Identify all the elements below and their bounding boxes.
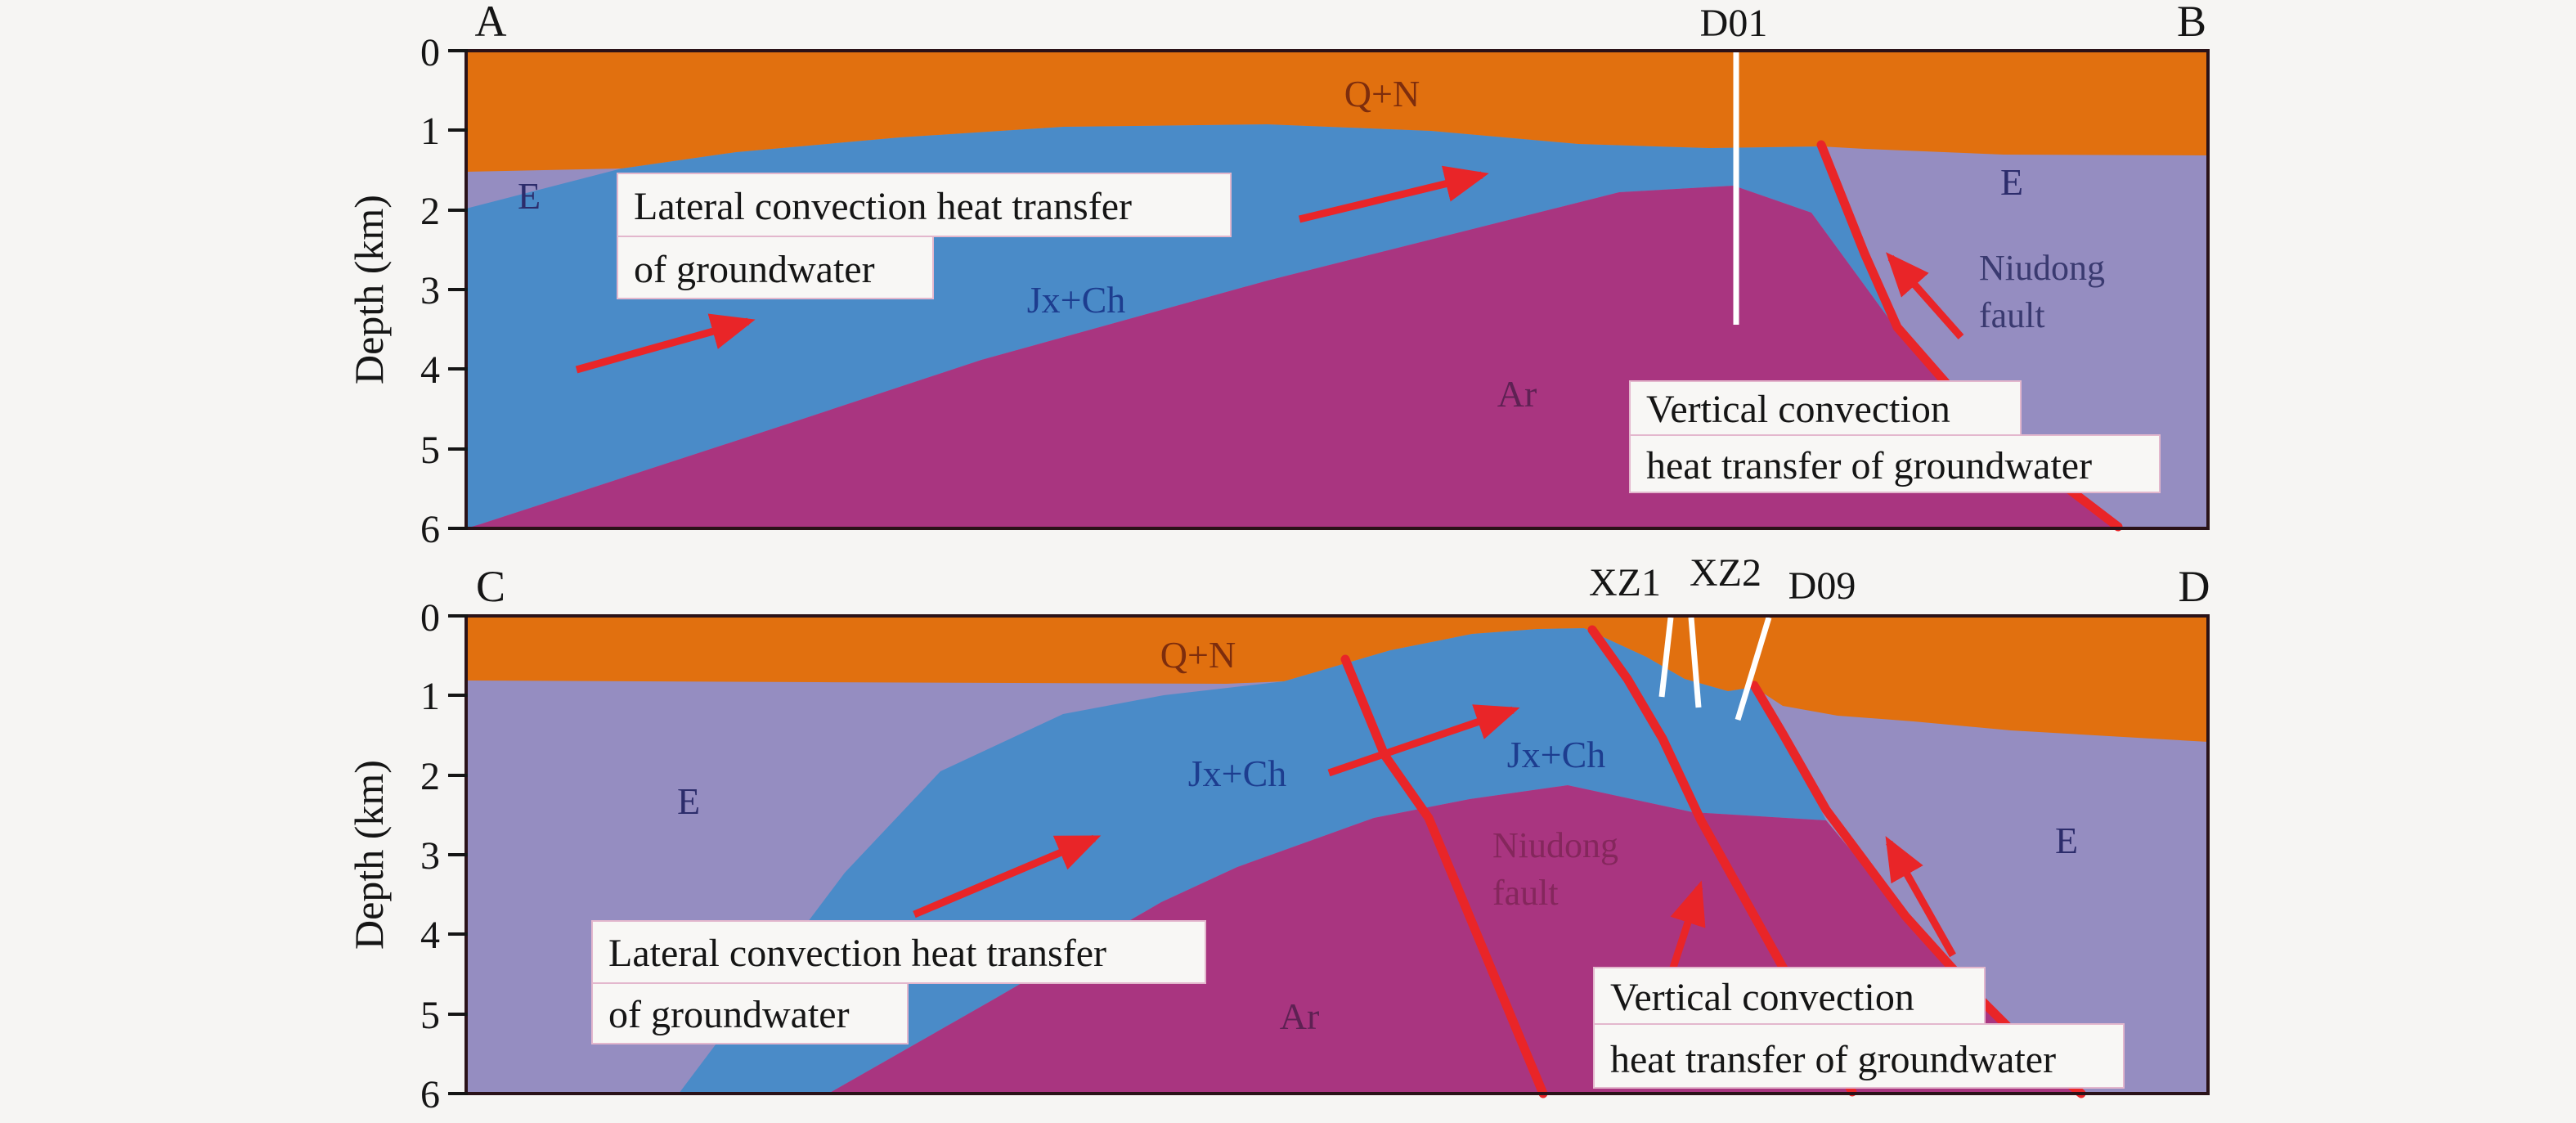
lateral-box-text-cd-1: Lateral convection heat transfer: [608, 932, 1106, 975]
ticks-ab: [448, 49, 468, 530]
section-start-ab: A: [475, 0, 507, 46]
jxch-label-ab: Jx+Ch: [1027, 279, 1126, 321]
tick-labels-cd: 0 1 2 3 4 5 6: [420, 596, 440, 1116]
lateral-convection-box-cd: Lateral convection heat transfer of grou…: [591, 920, 1206, 1044]
panel-cd: 0 1 2 3 4 5 6 Depth (km) C D XZ1 XZ2 D09…: [346, 551, 2210, 1116]
tick-ab-2: 2: [420, 190, 440, 233]
lateral-flow-arrow-ab-2: [1298, 165, 1489, 223]
qn-label-cd: Q+N: [1160, 634, 1236, 676]
depth-axis-label-cd: Depth (km): [346, 760, 392, 950]
well-line-d09: [1735, 616, 1772, 721]
fault-line-cd-2: [1587, 625, 1857, 1097]
lateral-convection-box-ab: Lateral convection heat transfer of grou…: [617, 173, 1232, 299]
tick-labels-ab: 0 1 2 3 4 5 6: [420, 31, 440, 551]
quaternary-layer-cd: [466, 616, 2208, 742]
section-end-ab: B: [2177, 0, 2206, 46]
section-end-cd: D: [2179, 562, 2210, 611]
tick-cd-5: 5: [420, 994, 440, 1037]
niudong-fault-label-ab-2: fault: [1979, 295, 2045, 335]
vertical-convection-box-ab: Vertical convection heat transfer of gro…: [1629, 380, 2161, 493]
well-label-d09: D09: [1788, 564, 1856, 608]
well-line-xz1: [1658, 617, 1674, 698]
tick-ab-1: 1: [420, 110, 440, 153]
niudong-fault-label-cd-2: fault: [1492, 873, 1559, 913]
jxch-label-cd-1: Jx+Ch: [1188, 752, 1287, 794]
lateral-box-text-ab-2: of groundwater: [634, 248, 875, 291]
lateral-box-text-cd-2: of groundwater: [608, 993, 850, 1036]
quaternary-layer-ab: [466, 51, 2208, 172]
section-start-cd: C: [476, 562, 505, 611]
vertical-convection-box-cd: Vertical convection heat transfer of gro…: [1593, 967, 2125, 1089]
ticks-cd: [448, 614, 468, 1095]
tick-ab-6: 6: [420, 508, 440, 551]
vertical-box-text-ab-2: heat transfer of groundwater: [1646, 444, 2092, 487]
ar-label-ab: Ar: [1497, 373, 1537, 415]
e-left-label-cd: E: [677, 780, 700, 822]
well-label-xz1: XZ1: [1589, 561, 1661, 604]
panel-ab: 0 1 2 3 4 5 6 Depth (km) A B D01 Q+N E E…: [346, 0, 2210, 551]
e-right-label-ab: E: [2000, 161, 2023, 203]
depth-axis-label-ab: Depth (km): [346, 195, 392, 384]
qn-label-ab: Q+N: [1344, 73, 1420, 115]
niudong-fault-label-ab-1: Niudong: [1979, 248, 2105, 288]
lateral-flow-arrow-cd-2: [1327, 704, 1520, 777]
lateral-flow-arrow-cd-1: [913, 834, 1102, 919]
well-label-xz2: XZ2: [1690, 551, 1761, 595]
vertical-flow-arrow-cd-1: [1885, 836, 1956, 958]
lateral-box-text-ab-1: Lateral convection heat transfer: [634, 185, 1132, 228]
tick-ab-0: 0: [420, 31, 440, 74]
tick-cd-1: 1: [420, 675, 440, 718]
lateral-flow-arrow-ab-1: [575, 313, 756, 374]
tick-ab-5: 5: [420, 429, 440, 472]
ar-label-cd: Ar: [1280, 995, 1320, 1037]
tick-ab-4: 4: [420, 348, 440, 392]
well-line-xz2: [1688, 617, 1702, 708]
fault-line-cd-1: [1340, 654, 1548, 1098]
e-right-label-cd: E: [2055, 820, 2078, 861]
vertical-box-text-ab-1: Vertical convection: [1646, 388, 1950, 431]
jxch-label-cd-2: Jx+Ch: [1507, 734, 1606, 775]
tick-cd-2: 2: [420, 755, 440, 798]
well-label-d01: D01: [1700, 2, 1768, 45]
vertical-box-text-cd-1: Vertical convection: [1610, 976, 1914, 1019]
tick-cd-4: 4: [420, 914, 440, 957]
vertical-flow-arrow-ab: [1886, 252, 1964, 339]
e-left-label-ab: E: [518, 175, 541, 217]
tick-cd-0: 0: [420, 596, 440, 640]
tick-ab-3: 3: [420, 269, 440, 312]
niudong-fault-label-cd-1: Niudong: [1492, 825, 1618, 865]
vertical-box-text-cd-2: heat transfer of groundwater: [1610, 1038, 2056, 1081]
tick-cd-6: 6: [420, 1073, 440, 1116]
tick-cd-3: 3: [420, 834, 440, 878]
